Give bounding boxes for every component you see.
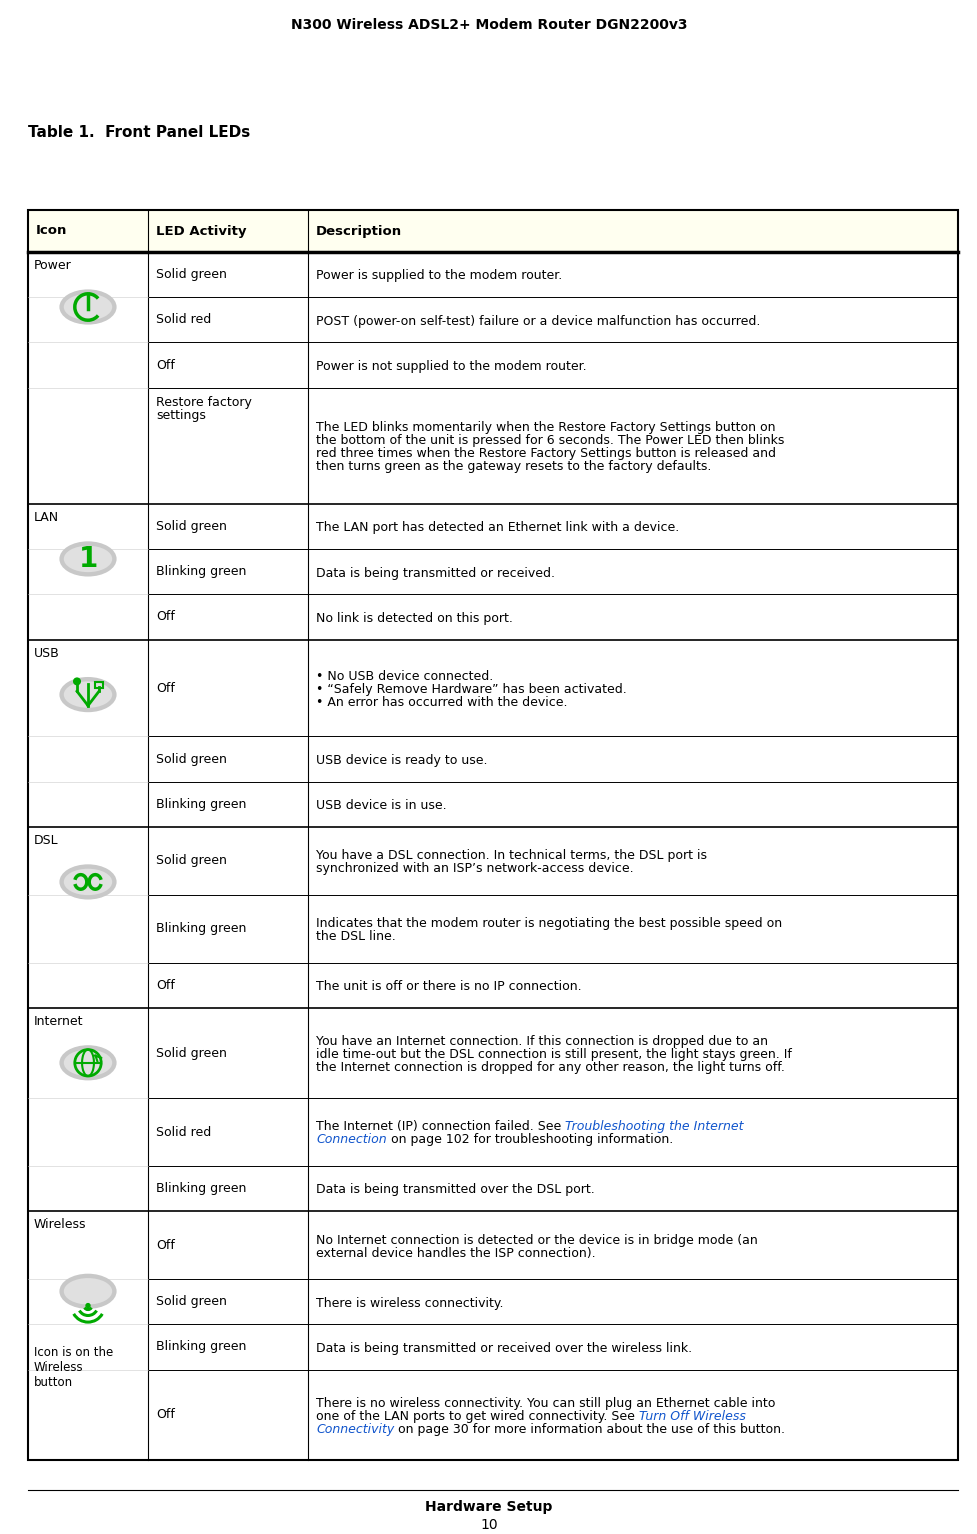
Text: LED Activity: LED Activity (156, 224, 246, 238)
Ellipse shape (60, 290, 116, 325)
Text: Blinking green: Blinking green (156, 922, 246, 936)
Text: • An error has occurred with the device.: • An error has occurred with the device. (316, 696, 567, 709)
Circle shape (73, 678, 80, 684)
Text: idle time-out but the DSL connection is still present, the light stays green. If: idle time-out but the DSL connection is … (316, 1048, 791, 1062)
Text: Blinking green: Blinking green (156, 1341, 246, 1353)
Text: The LAN port has detected an Ethernet link with a device.: The LAN port has detected an Ethernet li… (316, 522, 679, 534)
Text: USB device is ready to use.: USB device is ready to use. (316, 753, 487, 767)
Text: Internet: Internet (34, 1016, 83, 1028)
Bar (28, 210, 957, 252)
Text: Wireless: Wireless (34, 1218, 86, 1232)
Text: Icon is on the
Wireless
button: Icon is on the Wireless button (34, 1347, 113, 1390)
Text: the bottom of the unit is pressed for 6 seconds. The Power LED then blinks: the bottom of the unit is pressed for 6 … (316, 434, 784, 446)
Ellipse shape (60, 1045, 116, 1080)
Text: Hardware Setup: Hardware Setup (425, 1500, 552, 1514)
Text: No link is detected on this port.: No link is detected on this port. (316, 612, 512, 624)
Text: Connectivity: Connectivity (316, 1422, 394, 1436)
Text: Off: Off (156, 681, 175, 695)
Text: external device handles the ISP connection).: external device handles the ISP connecti… (316, 1247, 595, 1259)
Text: The Internet (IP) connection failed. See: The Internet (IP) connection failed. See (316, 1120, 565, 1134)
Text: 10: 10 (480, 1519, 497, 1532)
Text: Troubleshooting the Internet: Troubleshooting the Internet (565, 1120, 743, 1134)
Ellipse shape (64, 1049, 112, 1075)
Text: Turn Off Wireless: Turn Off Wireless (638, 1410, 745, 1422)
Ellipse shape (64, 546, 112, 572)
Text: Off: Off (156, 1408, 175, 1422)
Text: the DSL line.: the DSL line. (316, 930, 396, 943)
Text: on page 102 for troubleshooting information.: on page 102 for troubleshooting informat… (386, 1134, 672, 1146)
Ellipse shape (60, 864, 116, 899)
Text: Solid green: Solid green (156, 1046, 227, 1060)
Text: Data is being transmitted over the DSL port.: Data is being transmitted over the DSL p… (316, 1184, 594, 1197)
Text: synchronized with an ISP’s network-access device.: synchronized with an ISP’s network-acces… (316, 862, 633, 874)
Ellipse shape (60, 1273, 116, 1309)
Text: You have a DSL connection. In technical terms, the DSL port is: You have a DSL connection. In technical … (316, 850, 706, 862)
Text: Restore factory: Restore factory (156, 396, 252, 408)
Text: Connection: Connection (316, 1134, 386, 1146)
Text: then turns green as the gateway resets to the factory defaults.: then turns green as the gateway resets t… (316, 460, 710, 472)
Text: There is wireless connectivity.: There is wireless connectivity. (316, 1296, 503, 1310)
Text: Solid green: Solid green (156, 753, 227, 765)
Ellipse shape (64, 295, 112, 321)
Text: No Internet connection is detected or the device is in bridge mode (an: No Internet connection is detected or th… (316, 1233, 757, 1247)
Text: Blinking green: Blinking green (156, 565, 246, 578)
Text: one of the LAN ports to get wired connectivity. See: one of the LAN ports to get wired connec… (316, 1410, 638, 1422)
Text: Solid green: Solid green (156, 1295, 227, 1309)
Text: N300 Wireless ADSL2+ Modem Router DGN2200v3: N300 Wireless ADSL2+ Modem Router DGN220… (290, 18, 687, 32)
Text: Data is being transmitted or received.: Data is being transmitted or received. (316, 566, 554, 580)
Text: Power is supplied to the modem router.: Power is supplied to the modem router. (316, 270, 562, 282)
Text: Off: Off (156, 979, 175, 991)
Text: Off: Off (156, 1239, 175, 1252)
Text: Blinking green: Blinking green (156, 798, 246, 811)
Text: Solid red: Solid red (156, 313, 211, 327)
Text: Power is not supplied to the modem router.: Power is not supplied to the modem route… (316, 360, 586, 373)
Text: Table 1.  Front Panel LEDs: Table 1. Front Panel LEDs (28, 124, 250, 140)
Text: DSL: DSL (34, 834, 59, 847)
Text: The LED blinks momentarily when the Restore Factory Settings button on: The LED blinks momentarily when the Rest… (316, 422, 775, 434)
Bar (28, 210, 957, 1460)
Text: Description: Description (316, 224, 402, 238)
Text: Off: Off (156, 359, 175, 371)
Text: You have an Internet connection. If this connection is dropped due to an: You have an Internet connection. If this… (316, 1035, 767, 1048)
Text: Solid green: Solid green (156, 854, 227, 867)
Text: red three times when the Restore Factory Settings button is released and: red three times when the Restore Factory… (316, 446, 775, 460)
Text: on page 30 for more information about the use of this button.: on page 30 for more information about th… (394, 1422, 785, 1436)
Text: There is no wireless connectivity. You can still plug an Ethernet cable into: There is no wireless connectivity. You c… (316, 1396, 775, 1410)
Circle shape (86, 1304, 90, 1307)
Ellipse shape (64, 1278, 112, 1304)
Text: settings: settings (156, 408, 206, 422)
Ellipse shape (64, 681, 112, 707)
Text: Solid green: Solid green (156, 520, 227, 532)
Ellipse shape (60, 676, 116, 712)
Text: • No USB device connected.: • No USB device connected. (316, 670, 492, 683)
Text: USB device is in use.: USB device is in use. (316, 799, 446, 811)
Ellipse shape (64, 868, 112, 896)
Text: Power: Power (34, 259, 71, 272)
Bar (95, 683, 103, 687)
Text: Blinking green: Blinking green (156, 1183, 246, 1195)
Text: LAN: LAN (34, 511, 59, 525)
Text: the Internet connection is dropped for any other reason, the light turns off.: the Internet connection is dropped for a… (316, 1062, 785, 1074)
Text: Icon: Icon (36, 224, 67, 238)
Text: 1: 1 (78, 545, 98, 572)
Text: Off: Off (156, 611, 175, 623)
Text: The unit is off or there is no IP connection.: The unit is off or there is no IP connec… (316, 980, 581, 992)
Text: Solid green: Solid green (156, 268, 227, 281)
Text: Data is being transmitted or received over the wireless link.: Data is being transmitted or received ov… (316, 1342, 692, 1355)
Ellipse shape (60, 542, 116, 577)
Text: Solid red: Solid red (156, 1126, 211, 1138)
Text: • “Safely Remove Hardware” has been activated.: • “Safely Remove Hardware” has been acti… (316, 683, 626, 696)
Text: POST (power-on self-test) failure or a device malfunction has occurred.: POST (power-on self-test) failure or a d… (316, 314, 759, 328)
Text: Indicates that the modem router is negotiating the best possible speed on: Indicates that the modem router is negot… (316, 917, 782, 930)
Text: USB: USB (34, 647, 60, 660)
